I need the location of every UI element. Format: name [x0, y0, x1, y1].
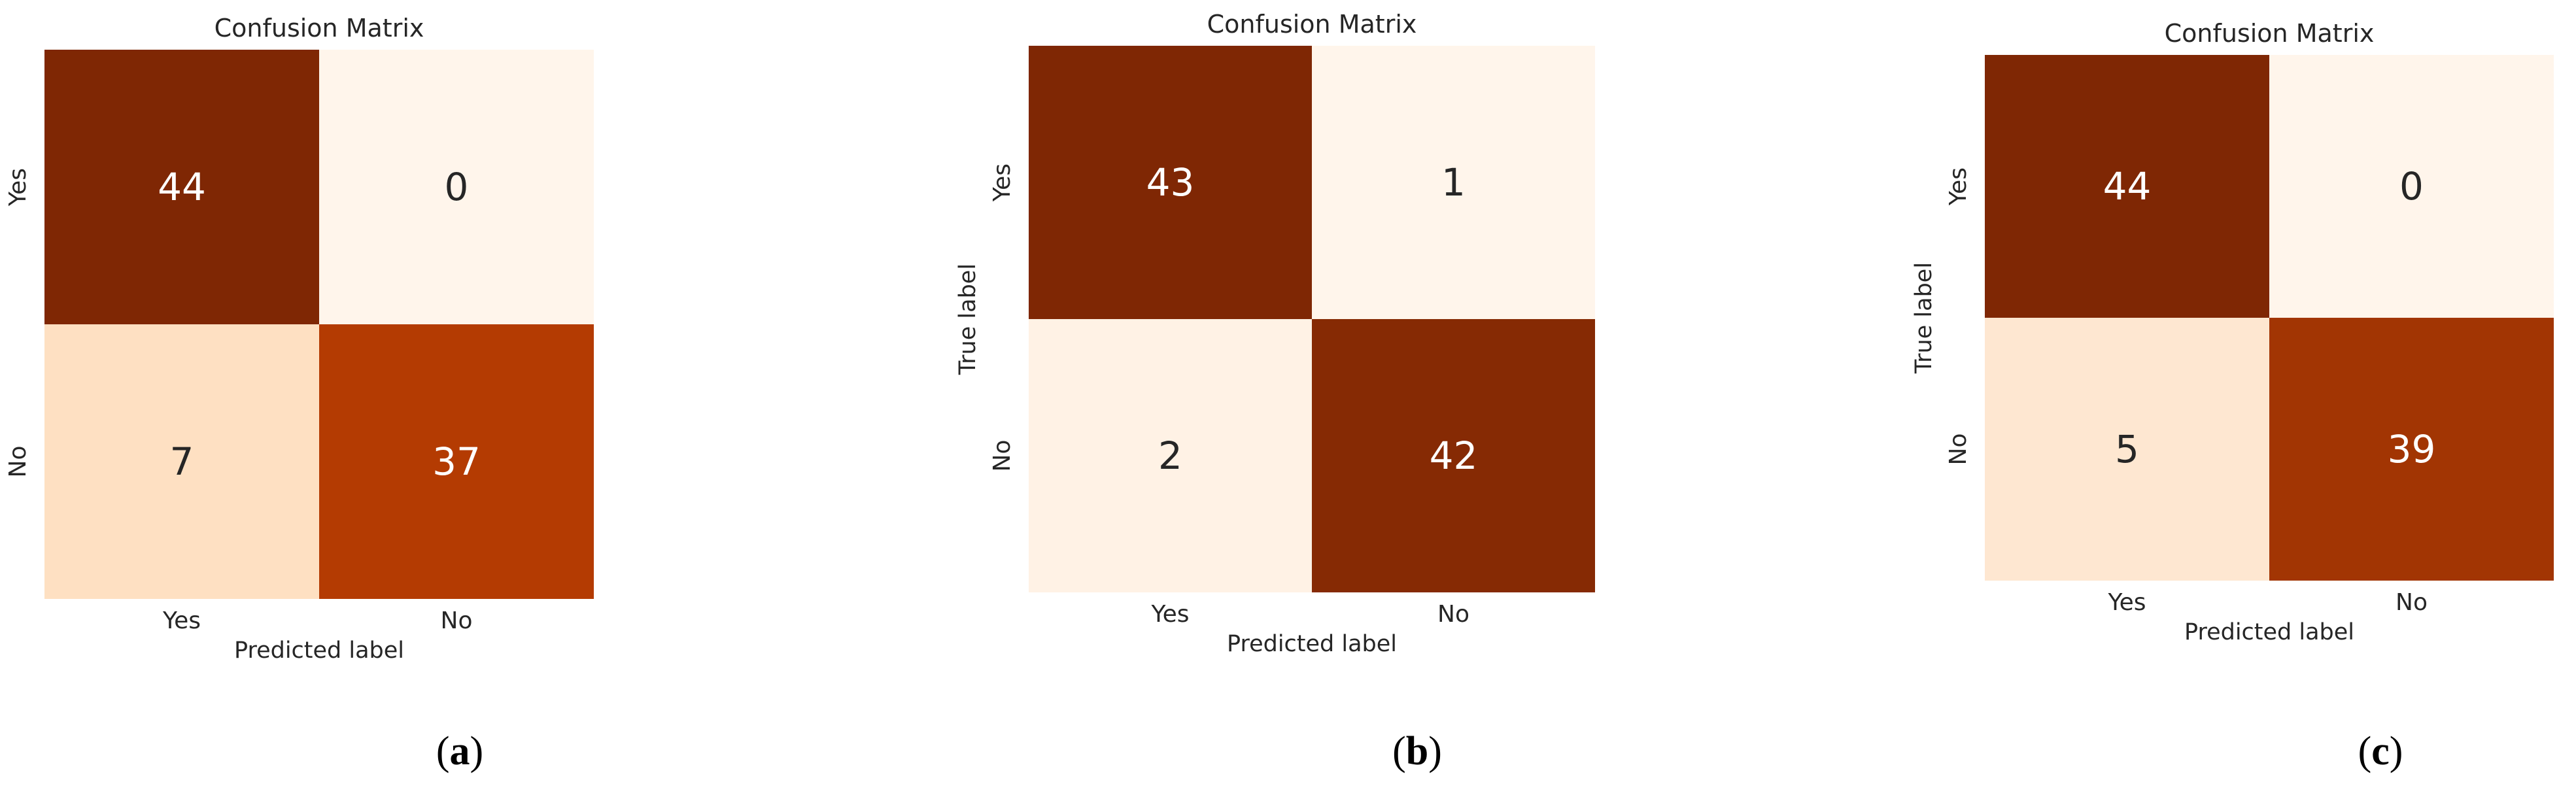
x-axis-label: Predicted label: [2184, 619, 2355, 645]
cell-value-label: 0: [2399, 164, 2424, 209]
panel-caption-letter: a: [449, 729, 470, 774]
panel-caption: (b): [1392, 729, 1442, 774]
cell-value-label: 0: [444, 165, 469, 209]
y-tick-label: Yes: [1945, 167, 1972, 206]
x-tick-label: No: [440, 607, 473, 634]
chart-title: Confusion Matrix: [2164, 19, 2375, 48]
cell-value-label: 43: [1146, 160, 1195, 205]
cell-value-label: 44: [2103, 164, 2152, 209]
matrix-cell: [319, 324, 594, 599]
matrix-cell: [2269, 318, 2554, 581]
matrix-cell: [1985, 318, 2269, 581]
y-tick-label: Yes: [5, 167, 31, 207]
cell-value-label: 42: [1429, 434, 1478, 478]
cell-value-label: 5: [2115, 427, 2139, 471]
cell-value-label: 2: [1158, 434, 1182, 478]
y-tick-label: Yes: [989, 163, 1016, 202]
cell-value-label: 39: [2387, 427, 2436, 471]
y-tick-label: No: [989, 439, 1016, 472]
chart-title: Confusion Matrix: [1207, 10, 1417, 39]
panel-caption-letter: b: [1405, 729, 1429, 774]
matrix-cell: [319, 50, 594, 324]
matrix-cell: [1312, 46, 1595, 319]
matrix-cell: [1029, 319, 1312, 592]
panel-caption: (c): [2358, 729, 2403, 774]
x-tick-label: Yes: [162, 607, 201, 634]
x-tick-label: No: [1437, 601, 1469, 628]
x-tick-label: Yes: [2108, 589, 2146, 616]
y-tick-label: No: [5, 445, 31, 478]
matrix-cell: [1985, 55, 2269, 318]
x-tick-label: Yes: [1151, 601, 1190, 628]
y-axis-label: True label: [955, 263, 981, 375]
cell-value-label: 1: [1441, 160, 1466, 205]
panel-caption-letter: c: [2371, 729, 2390, 774]
chart-title: Confusion Matrix: [214, 14, 424, 42]
x-tick-label: No: [2396, 589, 2428, 616]
y-tick-label: No: [1945, 433, 1972, 466]
y-axis-label: True label: [1911, 262, 1937, 374]
matrix-cell: [1312, 319, 1595, 592]
cell-value-label: 7: [169, 439, 194, 484]
cell-value-label: 44: [158, 165, 206, 209]
matrix-cell: [2269, 55, 2554, 318]
x-axis-label: Predicted label: [1226, 631, 1398, 657]
matrix-cell: [1029, 46, 1312, 319]
cell-value-label: 37: [432, 439, 481, 484]
matrix-cell: [44, 50, 319, 324]
x-axis-label: Predicted label: [233, 638, 405, 664]
panel-caption: (a): [436, 729, 484, 774]
matrix-cell: [44, 324, 319, 599]
